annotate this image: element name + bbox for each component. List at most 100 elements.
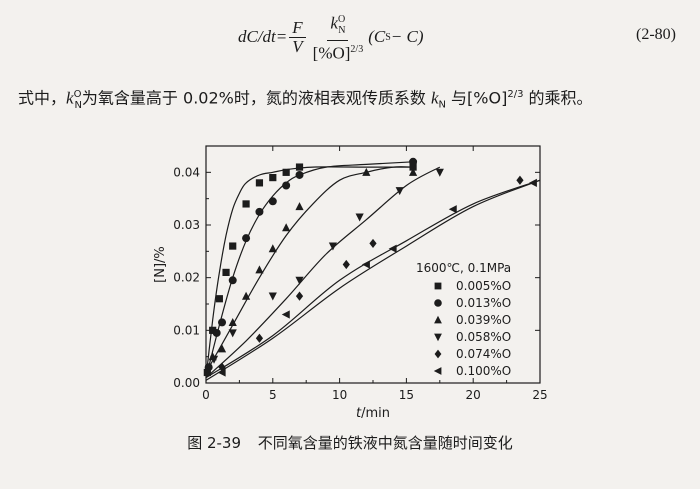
figure-caption: 图 2-39 不同氧含量的铁液中氮含量随时间变化 xyxy=(0,432,700,453)
y-axis-label: [N]/% xyxy=(153,246,168,283)
body-paragraph: 式中，kON为氧含量高于 0.02%时，氮的液相表观传质系数 kN 与[%O]2… xyxy=(18,84,688,117)
equation-paren-end: − C) xyxy=(390,27,424,46)
y-tick-label-2: 0.02 xyxy=(173,271,200,285)
series-1-point-1 xyxy=(212,328,221,337)
figure-title: 不同氧含量的铁液中氮含量随时间变化 xyxy=(257,434,513,452)
series-2-point-4 xyxy=(255,265,264,274)
series-1-point-5 xyxy=(255,207,264,216)
series-2-point-8 xyxy=(362,167,371,176)
x-tick-label-2: 10 xyxy=(332,388,347,402)
equation-number: (2-80) xyxy=(636,26,676,43)
series-0-point-5 xyxy=(242,200,250,208)
x-tick-label-0: 0 xyxy=(202,388,210,402)
para-part4: 的乘积。 xyxy=(523,88,593,108)
equation-frac-k-o: kON [%O]2/3 xyxy=(310,11,367,63)
series-2-point-2 xyxy=(228,318,237,327)
para-kn-sub: N xyxy=(438,99,446,111)
series-3-point-3 xyxy=(295,276,304,285)
series-2-point-9 xyxy=(408,167,418,176)
equation-lhs: dC/dt= xyxy=(238,27,288,46)
x-tick-label-3: 15 xyxy=(399,388,414,402)
series-3-point-0 xyxy=(209,355,219,364)
series-0-point-6 xyxy=(255,179,264,187)
series-0-point-8 xyxy=(282,168,290,176)
series-4-point-2 xyxy=(295,291,304,301)
series-0-point-2 xyxy=(215,295,223,303)
series-0-point-7 xyxy=(269,174,277,182)
y-tick-label-0: 0.00 xyxy=(173,376,200,390)
series-1-point-9 xyxy=(409,157,418,166)
series-3-point-2 xyxy=(268,292,277,301)
para-k-sub: N xyxy=(74,99,82,111)
equation: dC/dt= F V kON [%O]2/3 (C S − C) xyxy=(238,11,424,63)
series-3-point-7 xyxy=(435,168,444,177)
series-2-point-1 xyxy=(217,344,227,353)
legend-label-4: 0.074%O xyxy=(456,347,511,361)
series-0-point-4 xyxy=(229,242,237,250)
y-tick-label-4: 0.04 xyxy=(173,165,200,179)
legend-marker-5 xyxy=(433,367,442,375)
series-1-point-2 xyxy=(218,318,227,327)
series-3-point-4 xyxy=(328,242,338,251)
equation-k-sup: O xyxy=(337,14,346,26)
legend-label-1: 0.013%O xyxy=(456,296,511,310)
series-3-point-6 xyxy=(395,187,404,196)
y-tick-label-3: 0.03 xyxy=(173,218,200,232)
series-2-point-3 xyxy=(241,291,251,300)
series-3-point-5 xyxy=(355,213,364,222)
series-5-point-5 xyxy=(528,178,537,187)
series-1-point-7 xyxy=(282,181,291,190)
x-tick-label-4: 20 xyxy=(466,388,481,402)
x-tick-label-5: 25 xyxy=(532,388,547,402)
legend-label-2: 0.039%O xyxy=(456,313,511,327)
equation-frac2-den: [%O]2/3 xyxy=(310,41,367,63)
series-curve-5 xyxy=(205,179,541,381)
series-1-point-6 xyxy=(268,197,277,206)
equation-frac-f-v: F V xyxy=(289,18,306,56)
series-curve-1 xyxy=(205,161,414,378)
series-4-point-4 xyxy=(369,238,377,249)
legend-marker-2 xyxy=(434,315,442,324)
para-part3-sup: 2/3 xyxy=(507,89,524,100)
series-5-point-2 xyxy=(361,260,370,269)
equation-k-sub: N xyxy=(338,25,346,37)
series-0-point-3 xyxy=(222,268,230,276)
series-5-point-3 xyxy=(388,244,397,253)
equation-paren: (C xyxy=(368,27,386,46)
equation-frac2-num: kON xyxy=(327,11,349,42)
figure-label: 图 2-39 xyxy=(187,434,241,452)
x-tick-label-1: 5 xyxy=(269,388,277,402)
equation-row: dC/dt= F V kON [%O]2/3 (C S − C) (2-80) xyxy=(0,11,700,63)
legend-label-5: 0.100%O xyxy=(456,364,511,378)
series-1-point-3 xyxy=(228,276,237,285)
series-3-point-1 xyxy=(228,329,237,338)
series-curve-3 xyxy=(205,166,441,379)
series-curve-0 xyxy=(205,166,414,378)
para-part3: 与[%O] xyxy=(445,88,508,108)
series-1-point-8 xyxy=(295,170,304,179)
legend-marker-1 xyxy=(434,299,442,307)
equation-frac1-den: V xyxy=(292,36,303,56)
y-tick-label-1: 0.01 xyxy=(173,323,200,337)
series-4-point-5 xyxy=(516,175,524,185)
legend-marker-0 xyxy=(434,282,442,290)
x-axis-label: t/min xyxy=(356,406,390,421)
series-5-point-1 xyxy=(281,310,290,319)
series-2-point-6 xyxy=(282,223,291,232)
legend-marker-4 xyxy=(434,349,442,359)
para-part1: 式中， xyxy=(18,88,67,108)
legend-title: 1600℃, 0.1MPa xyxy=(416,261,511,275)
series-curve-2 xyxy=(205,166,414,373)
series-2-point-7 xyxy=(295,202,304,211)
series-4-point-3 xyxy=(342,259,350,270)
series-4-point-1 xyxy=(255,333,264,343)
equation-o-exponent: 2/3 xyxy=(350,44,364,56)
series-0-point-9 xyxy=(295,163,304,171)
equation-frac1-num: F xyxy=(289,18,306,38)
series-0-point-1 xyxy=(209,326,217,334)
series-2-point-5 xyxy=(268,244,277,253)
equation-o-content: [%O] xyxy=(312,43,351,63)
para-kn-symbol: k xyxy=(430,88,439,108)
legend-label-0: 0.005%O xyxy=(456,279,511,293)
series-5-point-0 xyxy=(217,368,226,377)
